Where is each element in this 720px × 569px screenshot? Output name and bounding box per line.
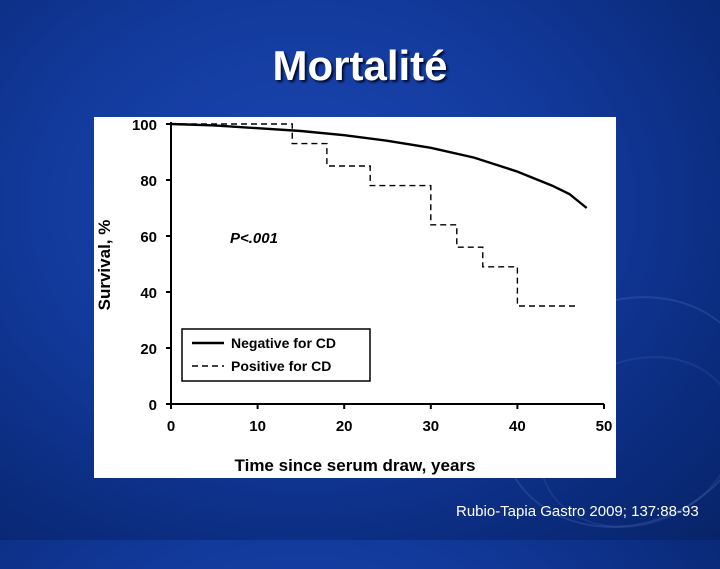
series-line-1 xyxy=(170,122,588,209)
legend-box xyxy=(181,328,371,382)
y-tick-label: 40 xyxy=(140,285,157,302)
p-value-annotation: P<.001 xyxy=(230,230,278,247)
citation: Rubio-Tapia Gastro 2009; 137:88-93 xyxy=(456,503,699,520)
legend-label-2: Positive for CD xyxy=(231,358,331,374)
slide-title: Mortalité xyxy=(272,42,448,89)
x-tick-label: 0 xyxy=(167,418,175,435)
y-tick-label: 60 xyxy=(140,229,157,246)
x-tick-label: 20 xyxy=(336,418,353,435)
survival-chart: 0 20 40 60 80 100 0 10 20 30 40 50 Time since serum … xyxy=(94,117,616,478)
y-tick-label: 100 xyxy=(132,117,157,134)
legend-label-1: Negative for CD xyxy=(231,335,336,351)
x-axis-label: Time since serum draw, years xyxy=(235,456,476,475)
y-axis-label: Survival, % xyxy=(95,220,114,311)
y-tick-label: 80 xyxy=(140,173,157,190)
x-tick-label: 30 xyxy=(422,418,439,435)
x-tick-label: 10 xyxy=(249,418,266,435)
chart-svg: 0 20 40 60 80 100 0 10 20 30 40 50 Time since serum … xyxy=(95,117,613,475)
y-tick-label: 0 xyxy=(149,397,157,414)
x-tick-label: 40 xyxy=(509,418,526,435)
x-tick-label: 50 xyxy=(596,418,613,435)
series-line-2 xyxy=(171,123,579,307)
y-tick-label: 20 xyxy=(140,341,157,358)
